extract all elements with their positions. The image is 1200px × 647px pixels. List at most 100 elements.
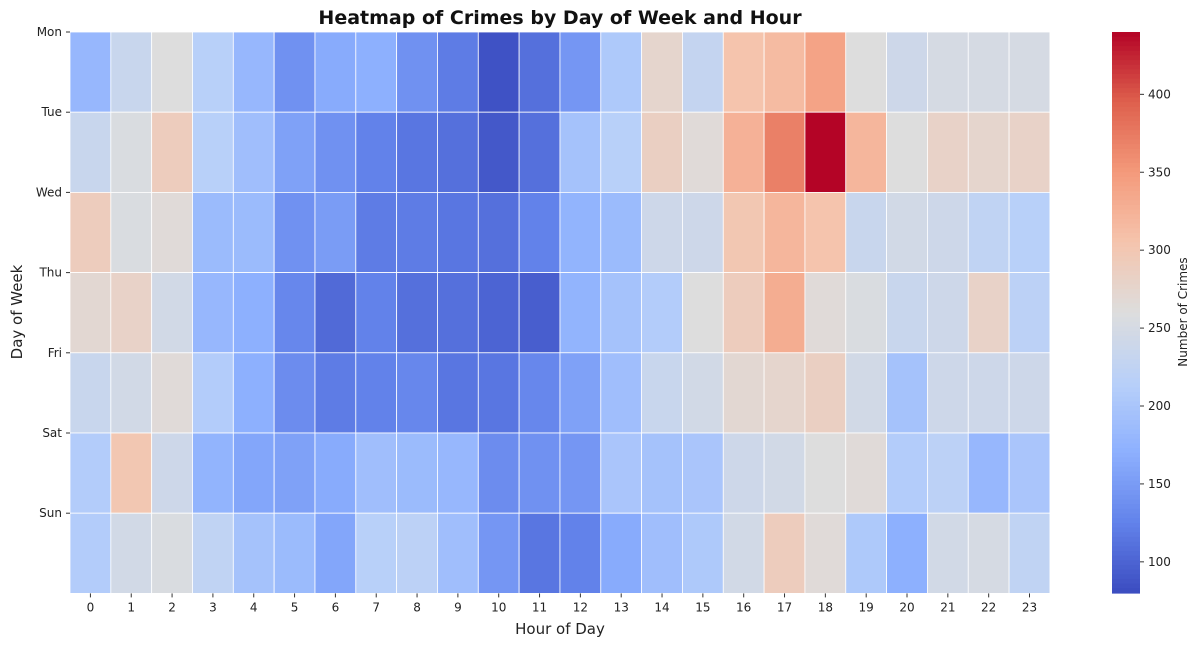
x-tick-label: 3 <box>209 600 217 614</box>
colorbar-segment <box>1112 522 1140 529</box>
colorbar-segment <box>1112 406 1140 412</box>
heatmap-cell-sun-12 <box>559 512 602 594</box>
x-tick-label: 21 <box>940 600 955 614</box>
colorbar-segment <box>1112 321 1140 328</box>
colorbar-segment <box>1112 125 1140 131</box>
heatmap-cell-sat-11 <box>518 432 561 514</box>
heatmap-cell-thu-16 <box>722 272 765 354</box>
colorbar-segment <box>1112 190 1140 197</box>
colorbar-segment <box>1112 69 1140 75</box>
heatmap-cell-thu-10 <box>477 272 520 354</box>
heatmap-cell-tue-2 <box>151 111 193 193</box>
heatmap-cell-sat-14 <box>641 432 683 514</box>
heatmap-cell-sat-8 <box>396 432 438 514</box>
colorbar-segment <box>1112 564 1140 571</box>
x-tick-label: 1 <box>127 600 135 614</box>
x-tick-label: 20 <box>899 600 914 614</box>
colorbar-segment <box>1112 387 1140 393</box>
colorbar-segment <box>1112 555 1140 561</box>
x-axis-label: Hour of Day <box>515 620 605 638</box>
colorbar-segment <box>1112 499 1140 505</box>
heatmap-cell-sun-9 <box>437 512 479 594</box>
colorbar-segment <box>1112 134 1140 141</box>
x-tick-label: 22 <box>981 600 996 614</box>
colorbar-segment <box>1112 354 1140 360</box>
colorbar-segment <box>1112 480 1140 487</box>
heatmap-cell-wed-21 <box>927 191 969 273</box>
y-axis-label: Day of Week <box>8 264 26 359</box>
heatmap-cell-mon-22 <box>967 31 1010 113</box>
colorbar-segment <box>1112 307 1140 314</box>
heatmap-cell-sun-1 <box>110 512 153 594</box>
x-tick-label: 0 <box>87 600 95 614</box>
heatmap-cell-mon-23 <box>1008 31 1051 113</box>
colorbar-segment <box>1112 448 1140 454</box>
heatmap-cell-mon-19 <box>845 31 888 113</box>
colorbar-segment <box>1112 106 1140 113</box>
heatmap-cell-wed-3 <box>192 191 234 273</box>
x-tick-label: 2 <box>168 600 176 614</box>
heatmap-cell-sat-2 <box>151 432 193 514</box>
colorbar-segment <box>1112 275 1140 281</box>
colorbar-segment <box>1112 443 1140 449</box>
colorbar-segment <box>1112 251 1140 257</box>
colorbar-segment <box>1112 462 1140 468</box>
heatmap-cell-tue-6 <box>314 111 357 193</box>
heatmap-cell-mon-11 <box>518 31 561 113</box>
y-axis-ticks: Mon Tue Wed Thu Fri Sat Sun <box>36 25 70 520</box>
heatmap-cell-sat-9 <box>437 432 479 514</box>
colorbar-segment <box>1112 204 1140 211</box>
x-axis-ticks: 0 1 2 3 4 5 6 7 8 9 10 11 12 13 14 15 16 17 18 19 20 21 22 23 <box>87 593 1037 614</box>
colorbar-segment <box>1112 270 1140 276</box>
heatmap-cell-sun-3 <box>192 512 234 594</box>
heatmap-cell-thu-17 <box>763 272 806 354</box>
heatmap-cell-wed-13 <box>600 191 643 273</box>
colorbar-segment <box>1112 578 1140 585</box>
heatmap-cell-thu-19 <box>845 272 888 354</box>
colorbar-segment <box>1112 162 1140 169</box>
colorbar-segment <box>1112 228 1140 234</box>
colorbar-segment <box>1112 219 1140 225</box>
heatmap-cell-fri-16 <box>722 352 765 434</box>
x-tick-label: 17 <box>777 600 792 614</box>
colorbar-segment <box>1112 476 1140 482</box>
heatmap-cell-sun-4 <box>232 512 275 594</box>
colorbar-segment <box>1112 490 1140 496</box>
colorbar-segment <box>1112 359 1140 365</box>
colorbar-segment <box>1112 532 1140 538</box>
colorbar-segment <box>1112 83 1140 89</box>
heatmap-cell-tue-18 <box>804 111 847 193</box>
colorbar-segment <box>1112 60 1140 66</box>
heatmap-cell-fri-18 <box>804 352 847 434</box>
heatmap-cell-thu-12 <box>559 272 602 354</box>
heatmap-cell-mon-0 <box>69 31 112 113</box>
colorbar-segment <box>1112 36 1140 42</box>
colorbar-segment <box>1112 560 1140 566</box>
heatmap-cell-fri-17 <box>763 352 806 434</box>
heatmap-cell-wed-10 <box>477 191 520 273</box>
heatmap-cell-sun-6 <box>314 512 357 594</box>
heatmap-cell-mon-16 <box>722 31 765 113</box>
heatmap-cell-sat-0 <box>69 432 112 514</box>
colorbar-segment <box>1112 494 1140 501</box>
heatmap-cell-thu-8 <box>396 272 438 354</box>
y-tick-label: Thu <box>38 266 62 280</box>
x-tick-label: 5 <box>291 600 299 614</box>
heatmap-cell-tue-8 <box>396 111 438 193</box>
colorbar-segment <box>1112 265 1140 272</box>
heatmap-cell-fri-20 <box>886 352 928 434</box>
heatmap-cell-mon-4 <box>232 31 275 113</box>
colorbar-segment <box>1112 438 1140 444</box>
colorbar: 100 150 200 250 300 350 400 <box>1112 32 1171 594</box>
heatmap-cell-tue-14 <box>641 111 683 193</box>
heatmap-cell-wed-5 <box>273 191 316 273</box>
colorbar-segment <box>1112 158 1140 164</box>
colorbar-segment <box>1112 153 1140 159</box>
heatmap-cell-wed-11 <box>518 191 561 273</box>
heatmap-cell-sun-0 <box>69 512 112 594</box>
heatmap-cell-mon-10 <box>477 31 520 113</box>
x-tick-label: 11 <box>532 600 547 614</box>
colorbar-segment <box>1112 167 1140 173</box>
heatmap-cell-thu-3 <box>192 272 234 354</box>
